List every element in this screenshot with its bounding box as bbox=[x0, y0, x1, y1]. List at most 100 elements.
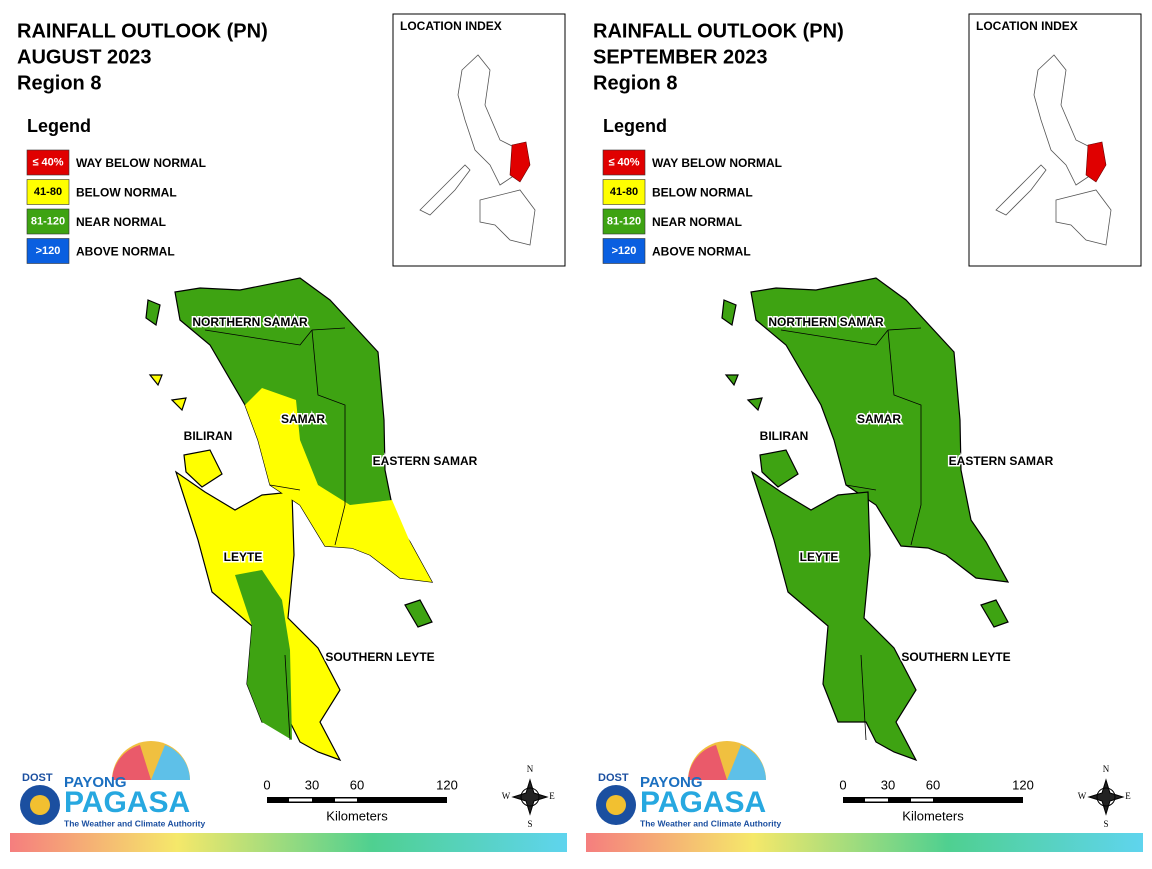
province-area bbox=[750, 277, 1010, 583]
inset-land bbox=[479, 189, 536, 246]
scale-segment bbox=[911, 798, 933, 802]
scale-segment bbox=[335, 798, 357, 802]
scale-unit: Kilometers bbox=[902, 808, 964, 823]
logo-agency: DOST bbox=[22, 772, 53, 784]
province-boundary bbox=[845, 484, 877, 491]
legend-swatch bbox=[602, 238, 646, 264]
compass-letter: W bbox=[502, 791, 511, 801]
scale-tick-label: 30 bbox=[881, 777, 895, 792]
logo-pagasa: PAGASA bbox=[64, 786, 190, 819]
region-label: SAMAR bbox=[857, 412, 901, 426]
legend-range: 81-120 bbox=[31, 215, 65, 227]
inset-land bbox=[419, 164, 471, 216]
outlook-zone bbox=[235, 570, 292, 740]
legend-title: Legend bbox=[603, 116, 667, 136]
logo-agency: DOST bbox=[598, 772, 629, 784]
legend-swatch bbox=[26, 149, 70, 176]
legend-range: 41-80 bbox=[610, 186, 638, 198]
scale-tick-label: 60 bbox=[350, 777, 364, 792]
scale-tick-label: 120 bbox=[436, 777, 458, 792]
scale-segment bbox=[289, 798, 312, 802]
outlook-zone bbox=[245, 388, 432, 582]
panel-title: Region 8 bbox=[593, 72, 677, 94]
legend-label: ABOVE NORMAL bbox=[76, 245, 175, 259]
logo-umbrella bbox=[727, 745, 766, 780]
region-label: SAMAR bbox=[281, 412, 325, 426]
province-boundary bbox=[887, 329, 922, 546]
region-label: EASTERN SAMAR bbox=[949, 454, 1054, 468]
legend-swatch bbox=[602, 208, 646, 235]
inset-land bbox=[1055, 189, 1112, 246]
legend-label: ABOVE NORMAL bbox=[652, 245, 751, 259]
logo-pagasa: PAGASA bbox=[640, 786, 766, 819]
province-area bbox=[148, 374, 163, 387]
legend-label: BELOW NORMAL bbox=[652, 186, 753, 200]
logo-tagline: The Weather and Climate Authority bbox=[64, 818, 205, 828]
inset-region bbox=[1085, 141, 1107, 183]
scale-tick-label: 30 bbox=[305, 777, 319, 792]
region-label: SOUTHERN LEYTE bbox=[325, 650, 434, 664]
province-area bbox=[759, 449, 799, 488]
scale-tick-label: 120 bbox=[1012, 777, 1034, 792]
legend-title: Legend bbox=[27, 116, 91, 136]
region-label: NORTHERN SAMAR bbox=[768, 315, 884, 329]
legend-swatch bbox=[26, 238, 70, 264]
compass-letter: N bbox=[527, 764, 534, 774]
province-area bbox=[170, 397, 187, 412]
scale-tick-label: 0 bbox=[263, 777, 270, 792]
province-area bbox=[980, 599, 1009, 628]
inset-title: LOCATION INDEX bbox=[976, 19, 1078, 33]
panel-title: AUGUST 2023 bbox=[17, 46, 152, 68]
compass-letter: S bbox=[1103, 819, 1108, 829]
legend-range: ≤ 40% bbox=[608, 156, 639, 168]
legend-swatch bbox=[602, 179, 646, 205]
compass-ring bbox=[520, 787, 540, 807]
province-boundary bbox=[311, 329, 346, 546]
province-area bbox=[404, 599, 433, 628]
legend-label: BELOW NORMAL bbox=[76, 186, 177, 200]
panel-title: RAINFALL OUTLOOK (PN) bbox=[593, 20, 844, 42]
region-label: LEYTE bbox=[800, 550, 839, 564]
map-panel: RAINFALL OUTLOOK (PN) SEPTEMBER 2023 Regio… bbox=[586, 13, 1143, 852]
province-area bbox=[183, 449, 223, 488]
panel-title: SEPTEMBER 2023 bbox=[593, 46, 768, 68]
logo-seal bbox=[606, 795, 626, 815]
region-label: BILIRAN bbox=[184, 429, 233, 443]
region-label: SOUTHERN LEYTE bbox=[901, 650, 1010, 664]
legend-range: >120 bbox=[612, 245, 637, 257]
province-area bbox=[746, 397, 763, 412]
compass-rose bbox=[1087, 778, 1125, 816]
province-boundary bbox=[780, 327, 922, 346]
province-boundary bbox=[284, 654, 291, 741]
province-boundary bbox=[269, 484, 301, 491]
province-area bbox=[721, 299, 737, 327]
scale-segment bbox=[865, 798, 888, 802]
province-area bbox=[750, 470, 918, 762]
logo-seal bbox=[30, 795, 50, 815]
region-label: NORTHERN SAMAR bbox=[192, 315, 308, 329]
logo-payong: PAYONG bbox=[640, 774, 703, 791]
legend-swatch bbox=[26, 179, 70, 205]
legend-range: 41-80 bbox=[34, 186, 62, 198]
logo-umbrella bbox=[112, 745, 151, 780]
scale-tick-label: 60 bbox=[926, 777, 940, 792]
logo-tagline: The Weather and Climate Authority bbox=[640, 818, 781, 828]
scale-tick-label: 0 bbox=[839, 777, 846, 792]
legend-swatch bbox=[602, 149, 646, 176]
inset-title: LOCATION INDEX bbox=[400, 19, 502, 33]
logo-payong: PAYONG bbox=[64, 774, 127, 791]
logo-umbrella bbox=[688, 745, 727, 780]
province-area bbox=[724, 374, 739, 387]
compass-letter: E bbox=[549, 791, 555, 801]
legend-label: WAY BELOW NORMAL bbox=[652, 156, 782, 170]
compass-rose bbox=[511, 778, 549, 816]
legend-range: ≤ 40% bbox=[32, 156, 63, 168]
province-boundary bbox=[860, 654, 867, 741]
legend-range: 81-120 bbox=[607, 215, 641, 227]
map-panel: RAINFALL OUTLOOK (PN) AUGUST 2023 Region 8… bbox=[10, 13, 567, 852]
compass-ring bbox=[1096, 787, 1116, 807]
compass-letter: E bbox=[1125, 791, 1131, 801]
legend-range: >120 bbox=[36, 245, 61, 257]
scale-unit: Kilometers bbox=[326, 808, 388, 823]
legend-label: NEAR NORMAL bbox=[652, 215, 742, 229]
